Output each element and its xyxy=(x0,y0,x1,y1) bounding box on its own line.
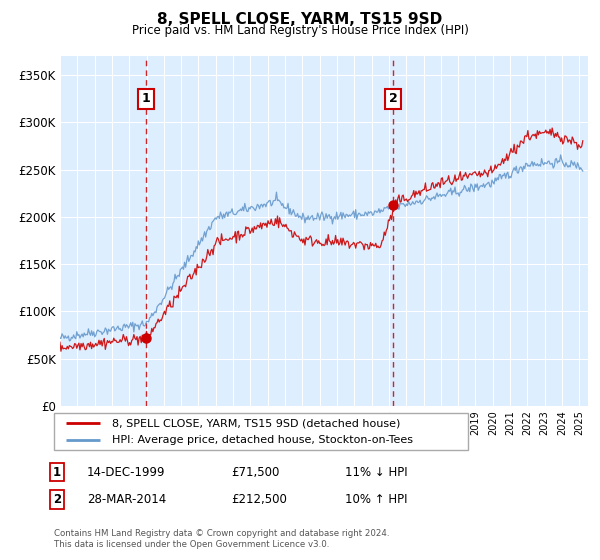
Text: £71,500: £71,500 xyxy=(231,465,280,479)
Text: 1: 1 xyxy=(142,92,150,105)
Text: HPI: Average price, detached house, Stockton-on-Tees: HPI: Average price, detached house, Stoc… xyxy=(112,435,413,445)
Text: 8, SPELL CLOSE, YARM, TS15 9SD (detached house): 8, SPELL CLOSE, YARM, TS15 9SD (detached… xyxy=(112,418,400,428)
Text: 8, SPELL CLOSE, YARM, TS15 9SD: 8, SPELL CLOSE, YARM, TS15 9SD xyxy=(157,12,443,27)
Text: 14-DEC-1999: 14-DEC-1999 xyxy=(87,465,166,479)
Text: 28-MAR-2014: 28-MAR-2014 xyxy=(87,493,166,506)
Text: Price paid vs. HM Land Registry's House Price Index (HPI): Price paid vs. HM Land Registry's House … xyxy=(131,24,469,37)
Text: 2: 2 xyxy=(53,493,61,506)
Text: 11% ↓ HPI: 11% ↓ HPI xyxy=(345,465,407,479)
Text: £212,500: £212,500 xyxy=(231,493,287,506)
Text: 2: 2 xyxy=(389,92,397,105)
FancyBboxPatch shape xyxy=(54,413,468,450)
Text: 10% ↑ HPI: 10% ↑ HPI xyxy=(345,493,407,506)
Text: Contains HM Land Registry data © Crown copyright and database right 2024.: Contains HM Land Registry data © Crown c… xyxy=(54,529,389,538)
Text: 1: 1 xyxy=(53,465,61,479)
Text: This data is licensed under the Open Government Licence v3.0.: This data is licensed under the Open Gov… xyxy=(54,540,329,549)
